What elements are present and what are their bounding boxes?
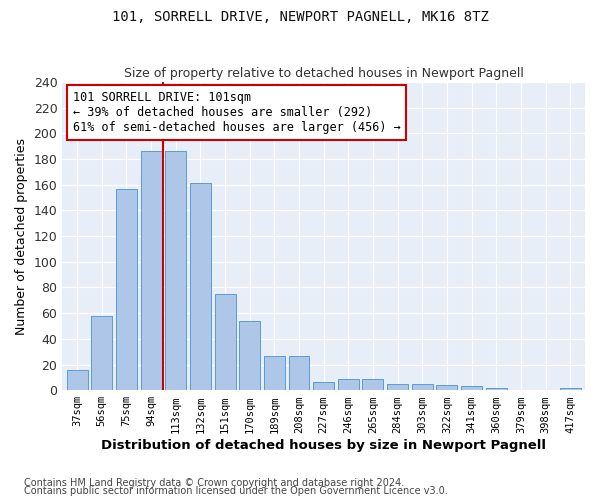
Bar — [140, 152, 161, 390]
Bar — [215, 294, 236, 390]
Bar — [239, 321, 260, 390]
Bar — [387, 384, 408, 390]
Text: Contains public sector information licensed under the Open Government Licence v3: Contains public sector information licen… — [24, 486, 448, 496]
Bar — [362, 378, 383, 390]
Bar — [461, 386, 482, 390]
Title: Size of property relative to detached houses in Newport Pagnell: Size of property relative to detached ho… — [124, 66, 524, 80]
X-axis label: Distribution of detached houses by size in Newport Pagnell: Distribution of detached houses by size … — [101, 440, 546, 452]
Text: Contains HM Land Registry data © Crown copyright and database right 2024.: Contains HM Land Registry data © Crown c… — [24, 478, 404, 488]
Text: 101 SORRELL DRIVE: 101sqm
← 39% of detached houses are smaller (292)
61% of semi: 101 SORRELL DRIVE: 101sqm ← 39% of detac… — [73, 92, 400, 134]
Bar — [313, 382, 334, 390]
Bar — [264, 356, 285, 390]
Y-axis label: Number of detached properties: Number of detached properties — [15, 138, 28, 334]
Bar — [412, 384, 433, 390]
Bar — [338, 378, 359, 390]
Bar — [116, 188, 137, 390]
Bar — [165, 152, 186, 390]
Bar — [560, 388, 581, 390]
Bar — [436, 385, 457, 390]
Bar — [91, 316, 112, 390]
Bar — [289, 356, 310, 390]
Text: 101, SORRELL DRIVE, NEWPORT PAGNELL, MK16 8TZ: 101, SORRELL DRIVE, NEWPORT PAGNELL, MK1… — [112, 10, 488, 24]
Bar — [67, 370, 88, 390]
Bar — [486, 388, 507, 390]
Bar — [190, 184, 211, 390]
